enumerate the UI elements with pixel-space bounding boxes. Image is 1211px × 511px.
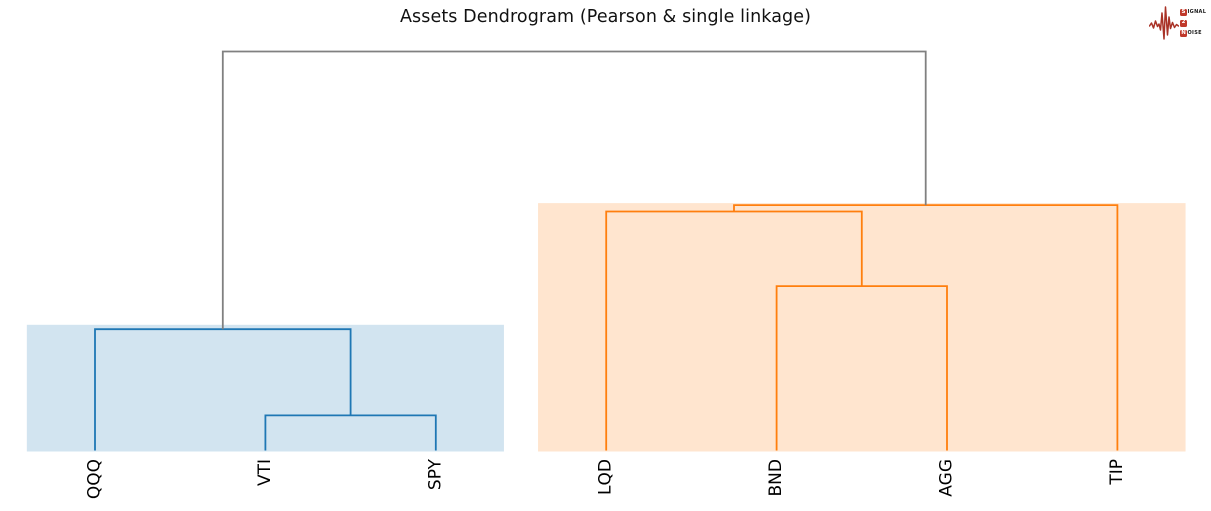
logo-label-oise: OISE bbox=[1187, 30, 1202, 36]
leaf-label-vti: VTI bbox=[255, 459, 275, 486]
logo-row-signal: S IGNAL bbox=[1180, 9, 1206, 16]
logo-badge-n: N bbox=[1180, 29, 1187, 37]
leaf-label-qqq: QQQ bbox=[85, 459, 105, 499]
leaf-label-lqd: LQD bbox=[596, 459, 616, 495]
logo-text: S IGNAL 2 N OISE bbox=[1180, 9, 1206, 37]
leaf-label-spy: SPY bbox=[425, 458, 445, 490]
logo-row-2: 2 bbox=[1180, 19, 1206, 27]
signal2noise-logo: S IGNAL 2 N OISE bbox=[1149, 3, 1207, 43]
leaf-label-tip: TIP bbox=[1107, 459, 1127, 486]
dendro-link-5 bbox=[221, 50, 927, 330]
logo-row-noise: N OISE bbox=[1180, 30, 1206, 37]
logo-badge-2: 2 bbox=[1180, 19, 1187, 27]
logo-badge-s: S bbox=[1180, 8, 1187, 16]
leaf-label-bnd: BND bbox=[766, 459, 786, 496]
logo-label-ignal: IGNAL bbox=[1187, 9, 1207, 15]
chart-title: Assets Dendrogram (Pearson & single link… bbox=[399, 7, 812, 27]
waveform-icon bbox=[1149, 6, 1179, 40]
leaf-label-agg: AGG bbox=[937, 459, 957, 497]
